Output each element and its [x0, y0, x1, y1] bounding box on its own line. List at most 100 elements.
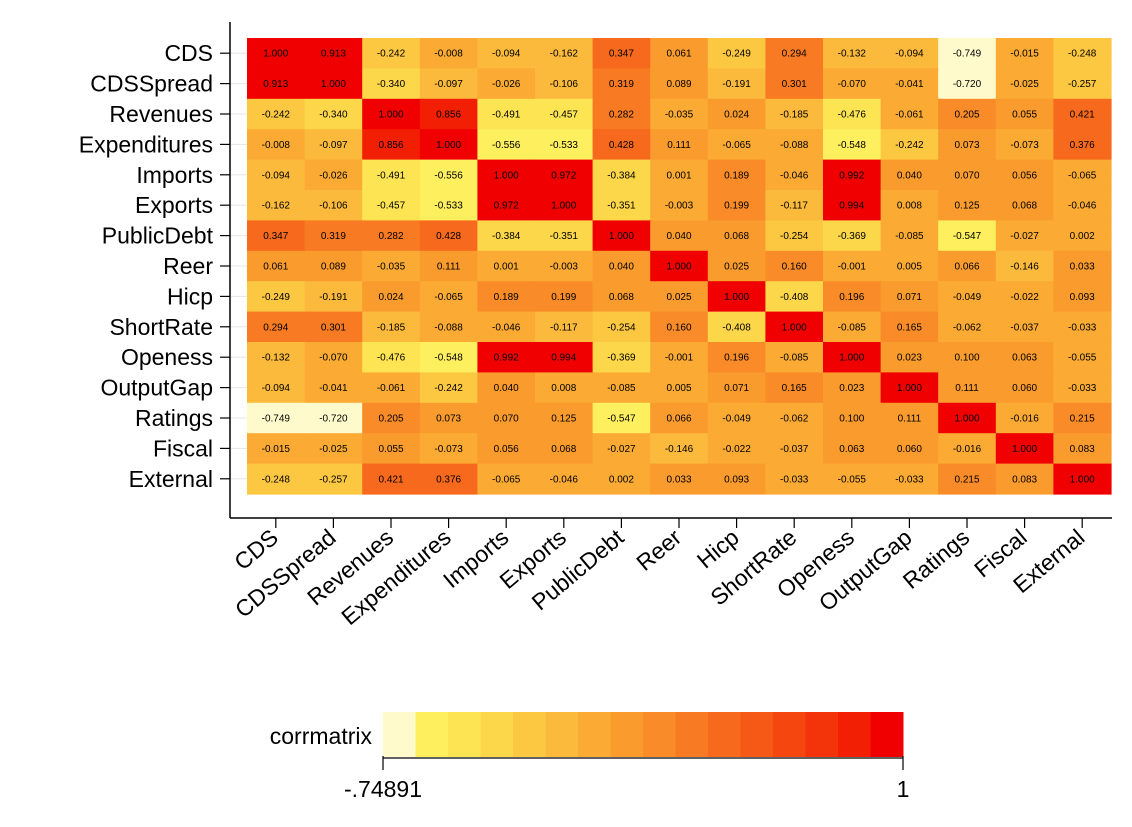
cell-value-label: 0.068: [724, 231, 749, 242]
cell-value-label: 0.294: [263, 322, 288, 333]
cell-value-label: -0.016: [1010, 414, 1039, 425]
heatmap-cell: [362, 129, 421, 161]
cell-value-label: -0.191: [319, 292, 348, 303]
heatmap-cell: [650, 463, 709, 495]
heatmap-cell: [765, 342, 824, 373]
cell-value-label: 0.319: [321, 231, 346, 242]
cell-value-label: -0.094: [262, 383, 291, 394]
heatmap-cell: [247, 311, 306, 343]
cell-value-label: -0.022: [1010, 292, 1039, 303]
heatmap-cell: [880, 190, 939, 221]
cell-value-label: -0.476: [377, 353, 406, 364]
cell-value-label: 0.282: [378, 231, 403, 242]
heatmap-cell: [1053, 38, 1112, 69]
heatmap-cell: [938, 281, 997, 313]
heatmap-cell: [362, 220, 421, 252]
heatmap-cell: [419, 190, 478, 221]
legend-swatch: [838, 712, 871, 757]
heatmap-cell: [938, 98, 997, 130]
cell-value-label: 0.100: [954, 353, 979, 364]
heatmap-cell: [707, 281, 766, 313]
cell-value-label: -0.257: [1068, 79, 1097, 90]
cell-value-label: 0.428: [436, 231, 461, 242]
heatmap-cell: [823, 38, 882, 69]
legend-swatch: [675, 712, 709, 757]
y-tick-label: CDS: [164, 40, 213, 66]
heatmap-cell: [823, 250, 882, 282]
heatmap-cell: [419, 342, 478, 373]
cell-value-label: 0.111: [898, 414, 922, 425]
heatmap-cell: [880, 463, 939, 495]
cell-value-label: -0.533: [550, 140, 579, 151]
heatmap-cell: [535, 463, 594, 495]
cell-value-label: -0.085: [895, 231, 924, 242]
cell-value-label: 0.165: [897, 322, 922, 333]
cell-value-label: -0.556: [492, 140, 521, 151]
heatmap-cell: [362, 342, 421, 373]
cell-value-label: 0.196: [724, 353, 749, 364]
cell-value-label: -0.022: [722, 444, 751, 455]
heatmap-cell: [995, 159, 1054, 191]
y-tick-label: Exports: [135, 192, 213, 218]
cell-value-label: 0.040: [609, 262, 634, 273]
heatmap-cell: [995, 129, 1054, 161]
heatmap-cell: [535, 433, 594, 465]
heatmap-cell: [247, 98, 306, 130]
cell-value-label: 0.205: [954, 110, 979, 121]
heatmap-cell: [938, 190, 997, 221]
cell-value-label: -0.033: [895, 474, 924, 485]
heatmap-cell: [304, 402, 363, 434]
cell-value-label: -0.491: [377, 170, 406, 181]
cell-value-label: 0.093: [724, 474, 749, 485]
cell-value-label: -0.242: [377, 49, 406, 60]
heatmap-cell: [592, 98, 651, 130]
cell-value-label: 0.040: [897, 170, 922, 181]
cell-value-label: 0.040: [666, 231, 691, 242]
cell-value-label: 0.002: [1070, 231, 1095, 242]
y-tick-label: OutputGap: [100, 375, 213, 401]
legend-swatch: [415, 712, 449, 757]
heatmap-cell: [535, 68, 594, 100]
heatmap-cell: [880, 372, 939, 404]
cell-value-label: 0.024: [378, 292, 403, 303]
cell-value-label: -0.073: [1010, 140, 1039, 151]
cell-value-label: -0.132: [262, 353, 291, 364]
cell-value-label: 1.000: [724, 292, 749, 303]
legend-swatch: [513, 712, 546, 757]
cell-value-label: 1.000: [321, 79, 346, 90]
heatmap-cell: [650, 311, 709, 343]
cell-value-label: 1.000: [378, 110, 403, 121]
heatmap-cell: [535, 250, 594, 282]
cell-value-label: 0.033: [666, 474, 691, 485]
cell-value-label: 0.205: [378, 414, 403, 425]
heatmap-cell: [823, 372, 882, 404]
cell-value-label: 0.071: [897, 292, 922, 303]
heatmap-cell: [477, 463, 536, 495]
legend-swatch: [545, 712, 579, 757]
legend-max-label: 1: [897, 776, 910, 802]
heatmap-cell: [247, 463, 306, 495]
heatmap-cell: [362, 190, 421, 221]
cell-value-label: 0.023: [897, 353, 922, 364]
cell-value-label: 0.055: [1012, 110, 1037, 121]
y-tick-labels: CDS CDSSpread Revenues Expenditures Imports E…: [79, 40, 230, 492]
cell-value-label: -0.476: [838, 110, 867, 121]
cell-value-label: 0.189: [724, 170, 749, 181]
legend-swatch: [610, 712, 644, 757]
heatmap-cell: [304, 220, 363, 252]
heatmap-cell: [535, 98, 594, 130]
heatmap-cell: [477, 220, 536, 252]
cell-value-label: -0.033: [780, 474, 809, 485]
cell-value-label: -0.008: [434, 49, 463, 60]
cell-value-label: 0.083: [1012, 474, 1037, 485]
heatmap-cell: [938, 38, 997, 69]
heatmap-cell: [765, 98, 824, 130]
cell-value-label: -0.132: [838, 49, 867, 60]
heatmap-cell: [419, 220, 478, 252]
heatmap-cell: [995, 38, 1054, 69]
heatmap-cell: [1053, 372, 1112, 404]
heatmap-cell: [477, 402, 536, 434]
heatmap-cell: [592, 281, 651, 313]
heatmap-cell: [477, 98, 536, 130]
cell-value-label: 0.347: [609, 49, 634, 60]
